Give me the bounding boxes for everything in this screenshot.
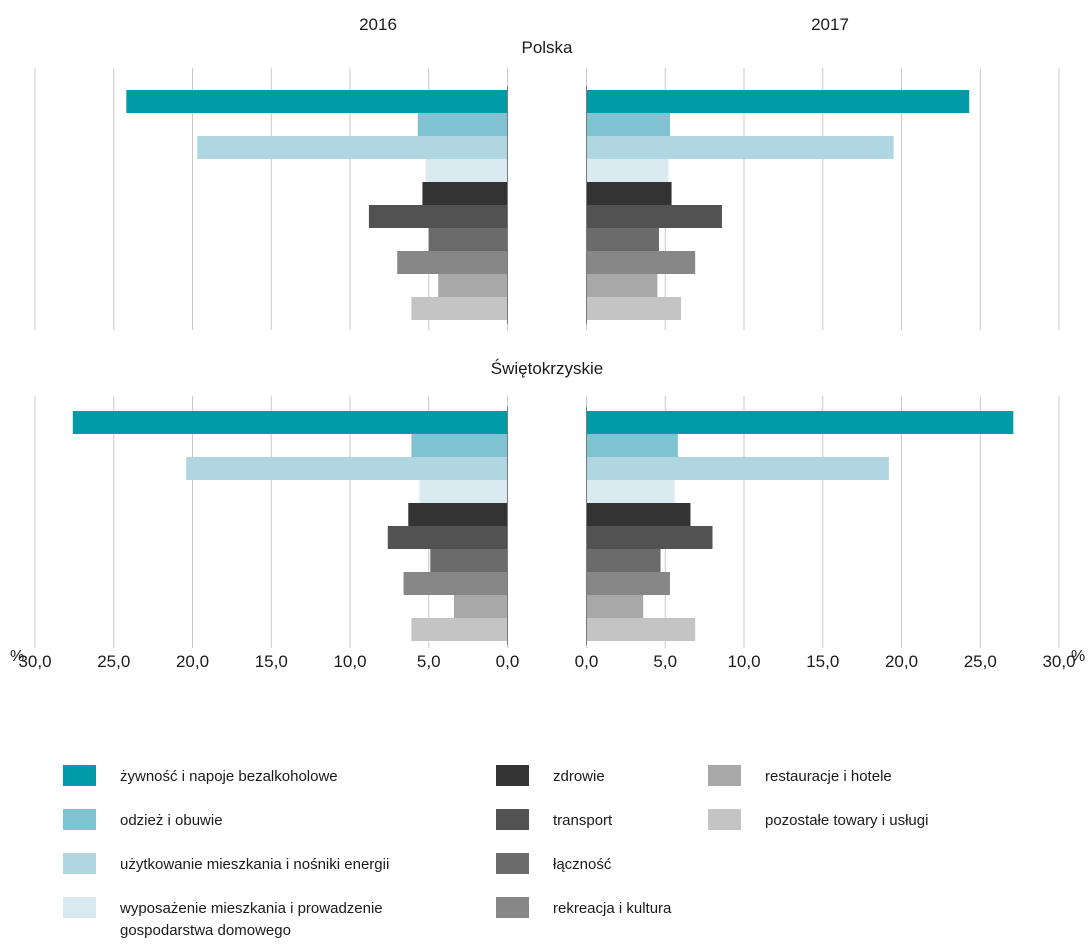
- bar-0-2017-2: [586, 136, 894, 159]
- bar-1-2016-2: [186, 457, 508, 480]
- tick-label-left-0: 0,0: [496, 652, 520, 671]
- grid-lines: [34, 68, 1060, 648]
- legend-label-7: rekreacja i kultura: [553, 900, 672, 917]
- bar-0-2016-2: [197, 136, 508, 159]
- bar-0-2017-5: [586, 205, 722, 228]
- bar-1-2017-3: [586, 480, 675, 503]
- bar-1-2017-5: [586, 526, 713, 549]
- bar-0-2016-9: [411, 297, 508, 320]
- bar-0-2016-4: [422, 182, 508, 205]
- bar-0-2017-9: [586, 297, 681, 320]
- unit-label-left: %: [10, 648, 24, 665]
- legend-label-3: wyposażenie mieszkania i prowadzenie gosp…: [119, 900, 383, 939]
- bar-1-2017-2: [586, 457, 889, 480]
- bar-0-2016-1: [417, 113, 508, 136]
- legend: żywność i napoje bezalkoholowe odzież i o…: [63, 765, 928, 939]
- bar-1-2016-1: [411, 434, 508, 457]
- bar-0-2016-6: [428, 228, 508, 251]
- bar-0-2017-0: [586, 90, 970, 113]
- legend-swatch-4: [496, 765, 529, 786]
- bar-1-2016-6: [430, 549, 508, 572]
- legend-swatch-8: [708, 765, 741, 786]
- bar-1-2017-0: [586, 411, 1014, 434]
- bar-1-2017-7: [586, 572, 670, 595]
- legend-swatch-2: [63, 853, 96, 874]
- bar-0-2017-8: [586, 274, 658, 297]
- legend-swatch-0: [63, 765, 96, 786]
- bar-1-2017-4: [586, 503, 691, 526]
- legend-label-8: restauracje i hotele: [765, 768, 892, 785]
- legend-label-5: transport: [553, 812, 613, 829]
- legend-label-6: łączność: [553, 856, 612, 873]
- year-label-2017: 2017: [811, 15, 849, 34]
- legend-swatch-9: [708, 809, 741, 830]
- x-axis-ticks: 0,0 0,0 5,0 5,0 10,0 10,0 15,0 15,0 20,0 20,0 25,0…: [18, 652, 1075, 671]
- bar-0-2016-3: [425, 159, 508, 182]
- bar-0-2017-3: [586, 159, 669, 182]
- bar-1-2016-3: [419, 480, 508, 503]
- bars-layer: [72, 86, 1014, 645]
- unit-label-right: %: [1071, 648, 1085, 665]
- bar-0-2017-6: [586, 228, 659, 251]
- tick-label-right-6: 30,0: [1042, 652, 1075, 671]
- legend-label-1: odzież i obuwie: [120, 812, 223, 829]
- bar-0-2016-8: [438, 274, 508, 297]
- tick-label-left-1: 5,0: [417, 652, 441, 671]
- legend-swatch-3: [63, 897, 96, 918]
- legend-swatch-1: [63, 809, 96, 830]
- tick-label-left-6: 30,0: [18, 652, 51, 671]
- bar-1-2016-0: [72, 411, 508, 434]
- bar-1-2016-8: [453, 595, 508, 618]
- tick-label-right-0: 0,0: [575, 652, 599, 671]
- tick-label-left-5: 25,0: [97, 652, 130, 671]
- bar-1-2017-8: [586, 595, 644, 618]
- legend-label-0: żywność i napoje bezalkoholowe: [120, 768, 338, 785]
- bar-1-2017-1: [586, 434, 678, 457]
- tick-label-right-4: 20,0: [885, 652, 918, 671]
- bar-0-2016-0: [126, 90, 508, 113]
- tick-label-left-3: 15,0: [255, 652, 288, 671]
- bar-0-2017-7: [586, 251, 696, 274]
- legend-swatch-6: [496, 853, 529, 874]
- bar-0-2017-4: [586, 182, 672, 205]
- tick-label-left-4: 20,0: [176, 652, 209, 671]
- bar-0-2016-7: [397, 251, 508, 274]
- panel-title-swietokrzyskie: Świętokrzyskie: [491, 359, 603, 378]
- legend-label-4: zdrowie: [553, 768, 605, 785]
- bar-1-2016-9: [411, 618, 508, 641]
- panel-title-polska: Polska: [521, 38, 573, 57]
- bar-0-2016-5: [368, 205, 508, 228]
- legend-swatch-7: [496, 897, 529, 918]
- legend-swatch-5: [496, 809, 529, 830]
- tick-label-right-2: 10,0: [727, 652, 760, 671]
- year-label-2016: 2016: [359, 15, 397, 34]
- bar-1-2017-9: [586, 618, 696, 641]
- tick-label-left-2: 10,0: [333, 652, 366, 671]
- legend-label-2: użytkowanie mieszkania i nośniki energii: [120, 856, 389, 873]
- tick-label-right-5: 25,0: [964, 652, 997, 671]
- bar-1-2016-4: [408, 503, 508, 526]
- tick-label-right-1: 5,0: [653, 652, 677, 671]
- tick-label-right-3: 15,0: [806, 652, 839, 671]
- legend-label-9: pozostałe towary i usługi: [765, 812, 928, 829]
- bar-0-2017-1: [586, 113, 670, 136]
- bar-1-2016-7: [403, 572, 508, 595]
- bar-1-2016-5: [387, 526, 508, 549]
- bar-1-2017-6: [586, 549, 661, 572]
